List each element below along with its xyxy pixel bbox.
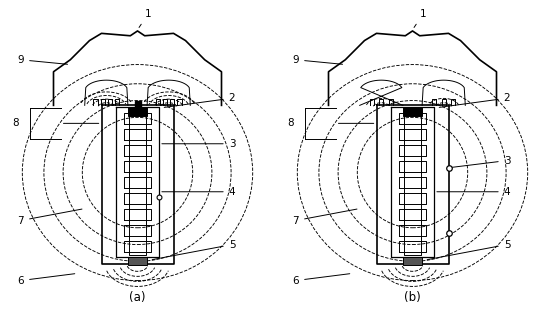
Bar [128,107,147,116]
Text: 2: 2 [164,93,235,107]
Text: 3: 3 [162,139,235,149]
Text: 8: 8 [13,118,19,128]
Text: 7: 7 [293,209,357,225]
Text: (a): (a) [129,291,146,304]
Bar [128,257,147,265]
Text: 6: 6 [18,274,75,286]
Text: 8: 8 [288,118,294,128]
Text: 9: 9 [18,55,68,65]
Text: 9: 9 [293,55,343,65]
Text: 4: 4 [437,187,510,197]
Text: 1: 1 [414,9,426,27]
Text: 5: 5 [152,240,235,260]
Bar [403,107,422,116]
Bar [403,257,422,265]
Text: 5: 5 [427,240,510,260]
Text: 6: 6 [293,274,350,286]
Text: 1: 1 [139,9,151,27]
Text: 4: 4 [162,187,235,197]
Text: (b): (b) [404,291,421,304]
Text: 3: 3 [451,156,510,167]
Text: 7: 7 [18,209,82,225]
Text: 2: 2 [439,93,510,107]
